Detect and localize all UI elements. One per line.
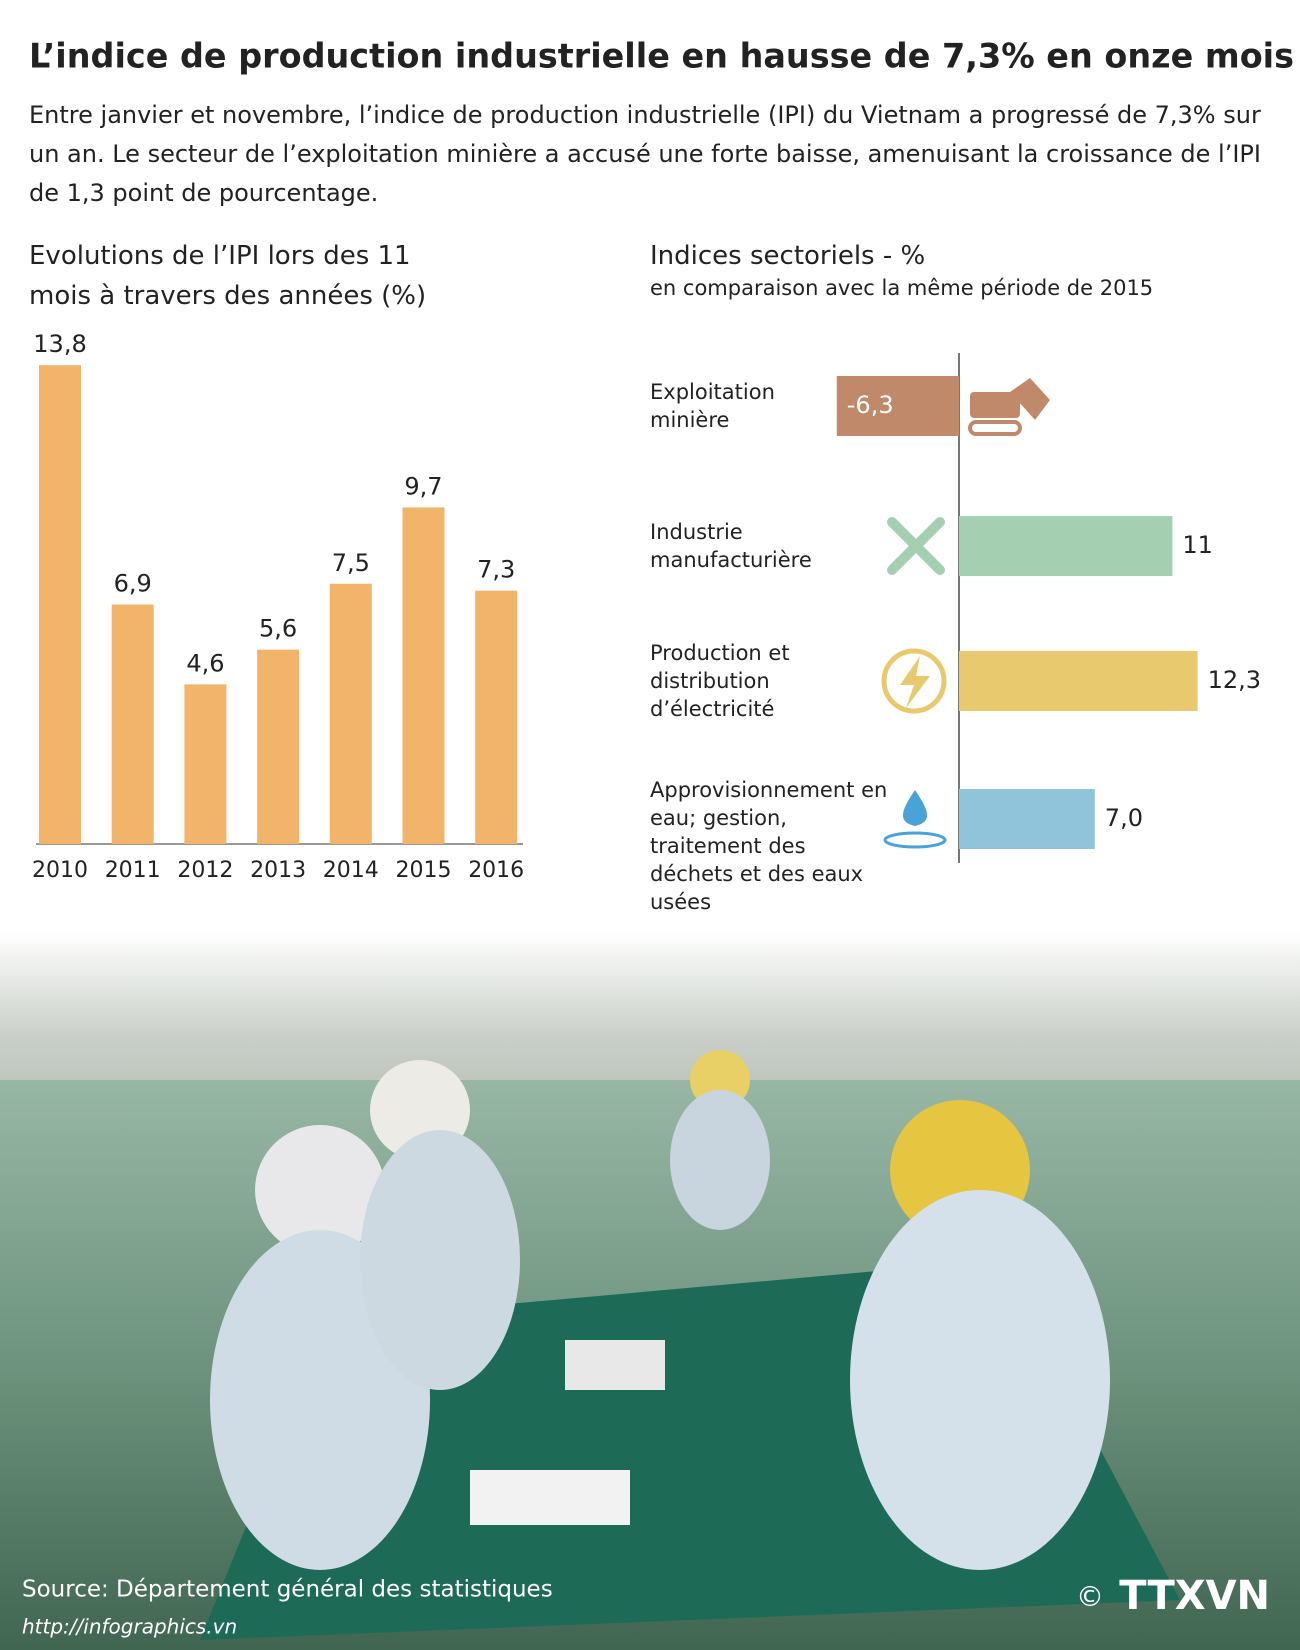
bar [329, 583, 372, 844]
x-tick-label: 2012 [177, 858, 233, 883]
bar [111, 604, 154, 844]
bar [959, 516, 1173, 576]
value-label: 6,9 [114, 570, 152, 598]
bar [39, 365, 81, 844]
x-tick-label: 2014 [323, 858, 379, 883]
x-tick-label: 2011 [105, 858, 161, 883]
bar [959, 789, 1095, 849]
value-label: 5,6 [259, 615, 297, 643]
value-label: 7,3 [477, 556, 515, 584]
value-label: 12,3 [1208, 666, 1261, 694]
logo: TTXVN [1119, 1573, 1270, 1619]
chart-subtitle: en comparaison avec la même période de 2… [650, 276, 1154, 300]
x-tick-label: 2016 [468, 858, 524, 883]
x-tick-label: 2010 [32, 858, 88, 883]
category-label: Production et distribution d’électricité [650, 641, 790, 721]
value-label: 7,5 [332, 549, 370, 577]
url: http://infographics.vn [22, 1615, 237, 1639]
intro: Entre janvier et novembre, l’indice de p… [29, 101, 1261, 207]
bar [402, 507, 445, 844]
value-label: -6,3 [847, 391, 894, 419]
category-label: Industrie manufacturière [650, 520, 812, 572]
category-label: Exploitation minière [650, 380, 775, 432]
source: Source: Département général des statisti… [22, 1577, 553, 1603]
value-label: 13,8 [33, 330, 86, 358]
icons [881, 378, 1050, 849]
copyright: © [1076, 1580, 1104, 1613]
value-label: 4,6 [186, 649, 224, 677]
value-label: 9,7 [404, 472, 442, 500]
bar [257, 649, 300, 844]
bar [836, 376, 959, 436]
bar [184, 684, 227, 844]
value-label: 7,0 [1105, 804, 1143, 832]
bar [959, 651, 1198, 711]
x-tick-label: 2015 [396, 858, 452, 883]
bar [475, 590, 518, 844]
title: L’indice de production industrielle en h… [29, 37, 1294, 77]
x-tick-label: 2013 [250, 858, 306, 883]
chart-title: Indices sectoriels - % [650, 241, 926, 271]
category-label: Approvisionnement en eau; gestion, trait… [650, 778, 888, 914]
chart-title: Evolutions de l’IPI lors des 11 mois à t… [29, 241, 427, 311]
photo [0, 930, 1300, 1650]
value-label: 11 [1182, 531, 1213, 559]
